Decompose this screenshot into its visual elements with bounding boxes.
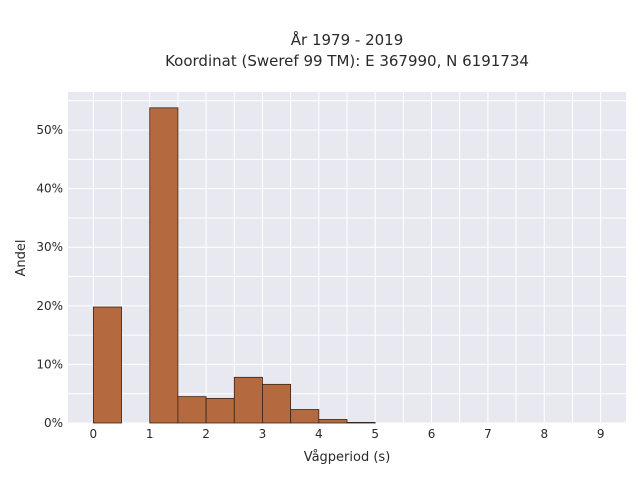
y-tick-label: 40% bbox=[36, 182, 63, 196]
y-tick-labels: 0% 10% 20% 30% 40% 50% bbox=[36, 123, 63, 430]
chart-title-line-1: År 1979 - 2019 bbox=[291, 30, 404, 49]
x-tick-label: 6 bbox=[428, 427, 436, 441]
y-tick-label: 50% bbox=[36, 123, 63, 137]
chart-title-line-2: Koordinat (Sweref 99 TM): E 367990, N 61… bbox=[165, 52, 529, 70]
histogram-bar bbox=[318, 419, 348, 424]
y-tick-label: 20% bbox=[36, 299, 63, 313]
y-axis-title: Andel bbox=[14, 240, 29, 277]
x-tick-label: 5 bbox=[371, 427, 379, 441]
x-axis-title: Vågperiod (s) bbox=[304, 450, 391, 465]
y-tick-label: 10% bbox=[36, 357, 63, 371]
x-tick-label: 9 bbox=[597, 427, 605, 441]
x-tick-label: 3 bbox=[259, 427, 267, 441]
histogram-bar bbox=[149, 107, 179, 424]
y-tick-label: 30% bbox=[36, 240, 63, 254]
x-tick-label: 8 bbox=[540, 427, 548, 441]
histogram-bar bbox=[177, 396, 207, 424]
x-tick-label: 2 bbox=[202, 427, 210, 441]
histogram-bar bbox=[262, 383, 292, 424]
histogram-bar bbox=[233, 376, 263, 424]
histogram-bar bbox=[205, 397, 235, 424]
histogram-bar bbox=[290, 409, 320, 424]
bars bbox=[92, 107, 376, 424]
x-tick-label: 0 bbox=[90, 427, 98, 441]
x-tick-label: 4 bbox=[315, 427, 323, 441]
x-tick-label: 7 bbox=[484, 427, 492, 441]
y-tick-label: 0% bbox=[44, 416, 63, 430]
histogram-bar bbox=[346, 422, 376, 424]
x-tick-labels: 0 1 2 3 4 5 6 7 8 9 bbox=[90, 427, 605, 441]
histogram-bar bbox=[92, 306, 122, 424]
x-tick-label: 1 bbox=[146, 427, 154, 441]
